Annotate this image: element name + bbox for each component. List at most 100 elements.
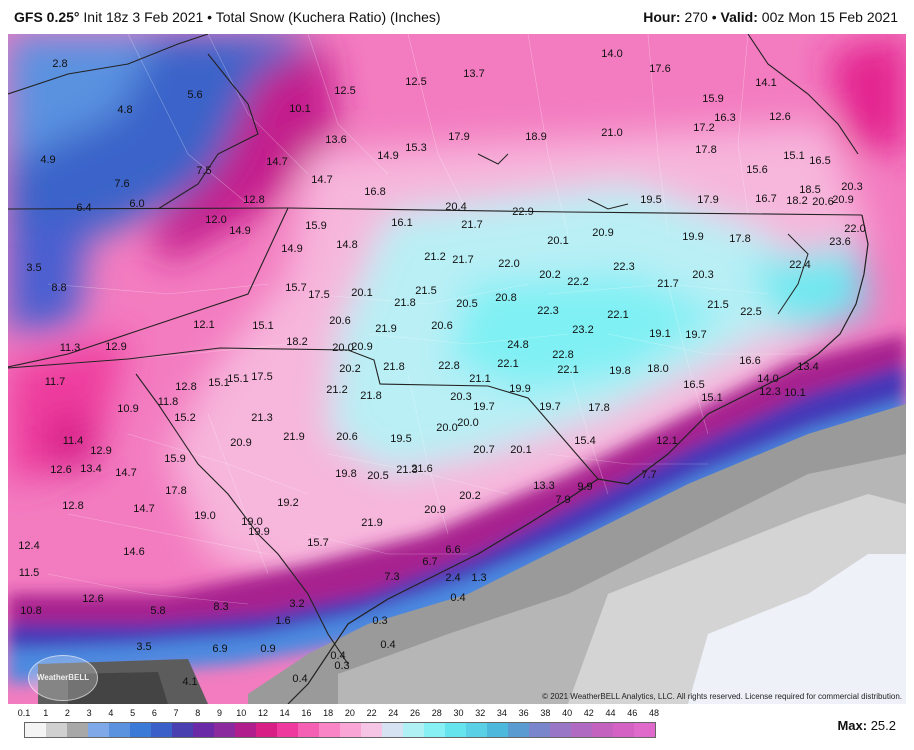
- snow-value-label: 12.8: [175, 381, 196, 393]
- snow-value-label: 12.3: [759, 386, 780, 398]
- valid-time: Hour: 270 • Valid: 00z Mon 15 Feb 2021: [643, 9, 898, 25]
- snow-value-label: 20.1: [547, 235, 568, 247]
- colorbar-swatch: [592, 723, 613, 737]
- snow-value-label: 6.9: [212, 643, 227, 655]
- snow-value-label: 12.5: [334, 85, 355, 97]
- snow-value-label: 12.9: [105, 341, 126, 353]
- map-title: GFS 0.25° Init 18z 3 Feb 2021 • Total Sn…: [14, 9, 441, 25]
- coastal-blue-band: [8, 399, 906, 684]
- snow-value-label: 10.8: [20, 605, 41, 617]
- snow-value-label: 0.4: [330, 650, 345, 662]
- snow-value-label: 15.9: [305, 220, 326, 232]
- snow-value-label: 21.8: [394, 297, 415, 309]
- snow-value-label: 22.1: [497, 358, 518, 370]
- snow-value-label: 5.8: [150, 605, 165, 617]
- map-subtitle: Init 18z 3 Feb 2021 • Total Snow (Kucher…: [83, 9, 441, 25]
- hour-label: Hour:: [643, 9, 681, 25]
- colorbar-tick: 48: [648, 708, 660, 718]
- snow-map[interactable]: 2.8 4.8 5.6 10.1 12.5 12.5 13.7 14.0 17.6 15.9 14.…: [8, 34, 906, 704]
- colorbar-swatch: [508, 723, 529, 737]
- va-nc-border: [8, 207, 863, 216]
- snow-value-label: 2.8: [52, 58, 67, 70]
- snow-value-label: 15.4: [574, 435, 595, 447]
- snow-value-label: 15.1: [783, 150, 804, 162]
- colorbar-tick: 44: [605, 708, 616, 718]
- magenta-west: [8, 334, 128, 484]
- snow-value-label: 21.8: [383, 361, 404, 373]
- snow-value-label: 20.6: [336, 431, 357, 443]
- snow-value-label: 15.6: [746, 164, 767, 176]
- snow-value-label: 14.9: [377, 150, 398, 162]
- snow-value-label: 21.2: [326, 384, 347, 396]
- colorbar-tick: 7: [173, 708, 179, 718]
- colorbar-swatch: [613, 723, 634, 737]
- ga-sc-border: [135, 373, 349, 665]
- snow-value-label: 11.3: [60, 342, 81, 354]
- snow-value-label: 20.0: [332, 342, 353, 354]
- snow-value-label: 14.8: [336, 239, 357, 251]
- snow-value-label: 13.3: [533, 480, 554, 492]
- snow-value-label: 12.6: [769, 111, 790, 123]
- colorbar-tick: 4: [108, 708, 114, 718]
- snow-value-label: 0.4: [292, 673, 307, 685]
- colorbar-swatch: [382, 723, 403, 737]
- snow-value-label: 22.9: [512, 206, 533, 218]
- snow-value-label: 12.6: [82, 593, 103, 605]
- snow-value-label: 22.1: [607, 309, 628, 321]
- tn-nc-border: [8, 207, 289, 368]
- snow-value-label: 7.5: [196, 165, 211, 177]
- snow-value-label: 22.1: [557, 364, 578, 376]
- snow-value-label: 19.5: [390, 433, 411, 445]
- snow-value-label: 12.9: [90, 445, 111, 457]
- snow-value-label: 18.2: [786, 195, 807, 207]
- snow-value-label: 4.8: [117, 104, 132, 116]
- snow-value-label: 21.5: [415, 285, 436, 297]
- snow-value-label: 20.5: [367, 470, 388, 482]
- snow-value-label: 15.7: [307, 537, 328, 549]
- snow-value-label: 17.5: [251, 371, 272, 383]
- colorbar-tick: 12: [257, 708, 268, 718]
- colorbar-swatch: [634, 723, 655, 737]
- snow-value-label: 8.8: [51, 282, 66, 294]
- colorbar-swatch: [172, 723, 193, 737]
- colorbar-swatch: [319, 723, 340, 737]
- snow-value-label: 20.1: [510, 444, 531, 456]
- state-borders: [8, 34, 863, 665]
- snow-value-label: 16.1: [391, 217, 412, 229]
- snow-value-label: 0.3: [334, 660, 349, 672]
- snow-value-label: 12.8: [62, 500, 83, 512]
- snow-value-label: 21.7: [657, 278, 678, 290]
- valid-label: Valid:: [720, 9, 758, 25]
- nc-sc-border: [8, 347, 599, 480]
- snow-value-label: 20.9: [592, 227, 613, 239]
- colorbar-tick: 3: [86, 708, 92, 718]
- snow-value-label: 6.4: [76, 202, 91, 214]
- snow-value-label: 7.6: [114, 178, 129, 190]
- snow-value-label: 17.8: [588, 402, 609, 414]
- snow-value-label: 9.9: [577, 481, 592, 493]
- colorbar-tick: 26: [410, 708, 421, 718]
- colorbar-swatch: [214, 723, 235, 737]
- colorbar-swatch: [403, 723, 424, 737]
- snow-value-label: 3.5: [26, 262, 41, 274]
- snow-value-label: 7.3: [384, 571, 399, 583]
- river-outline: [587, 198, 629, 210]
- snow-value-label: 18.9: [525, 131, 546, 143]
- snow-value-label: 22.3: [613, 261, 634, 273]
- snow-value-label: 20.3: [450, 391, 471, 403]
- snow-value-label: 14.7: [133, 503, 154, 515]
- snow-value-label: 20.9: [832, 194, 853, 206]
- snow-value-label: 17.8: [165, 485, 186, 497]
- colorbar-tick: 36: [518, 708, 529, 718]
- colorbar-tick: 34: [496, 708, 507, 718]
- snow-value-label: 15.1: [701, 392, 722, 404]
- snow-value-label: 17.8: [729, 233, 750, 245]
- snow-value-label: 6.7: [422, 556, 437, 568]
- snow-value-label: 19.0: [194, 510, 215, 522]
- snow-value-label: 19.1: [649, 328, 670, 340]
- snow-value-label: 20.8: [495, 292, 516, 304]
- colorbar-tick: 42: [583, 708, 594, 718]
- colorbar-swatch: [361, 723, 382, 737]
- snow-value-label: 17.8: [695, 144, 716, 156]
- snow-value-label: 20.6: [812, 196, 833, 208]
